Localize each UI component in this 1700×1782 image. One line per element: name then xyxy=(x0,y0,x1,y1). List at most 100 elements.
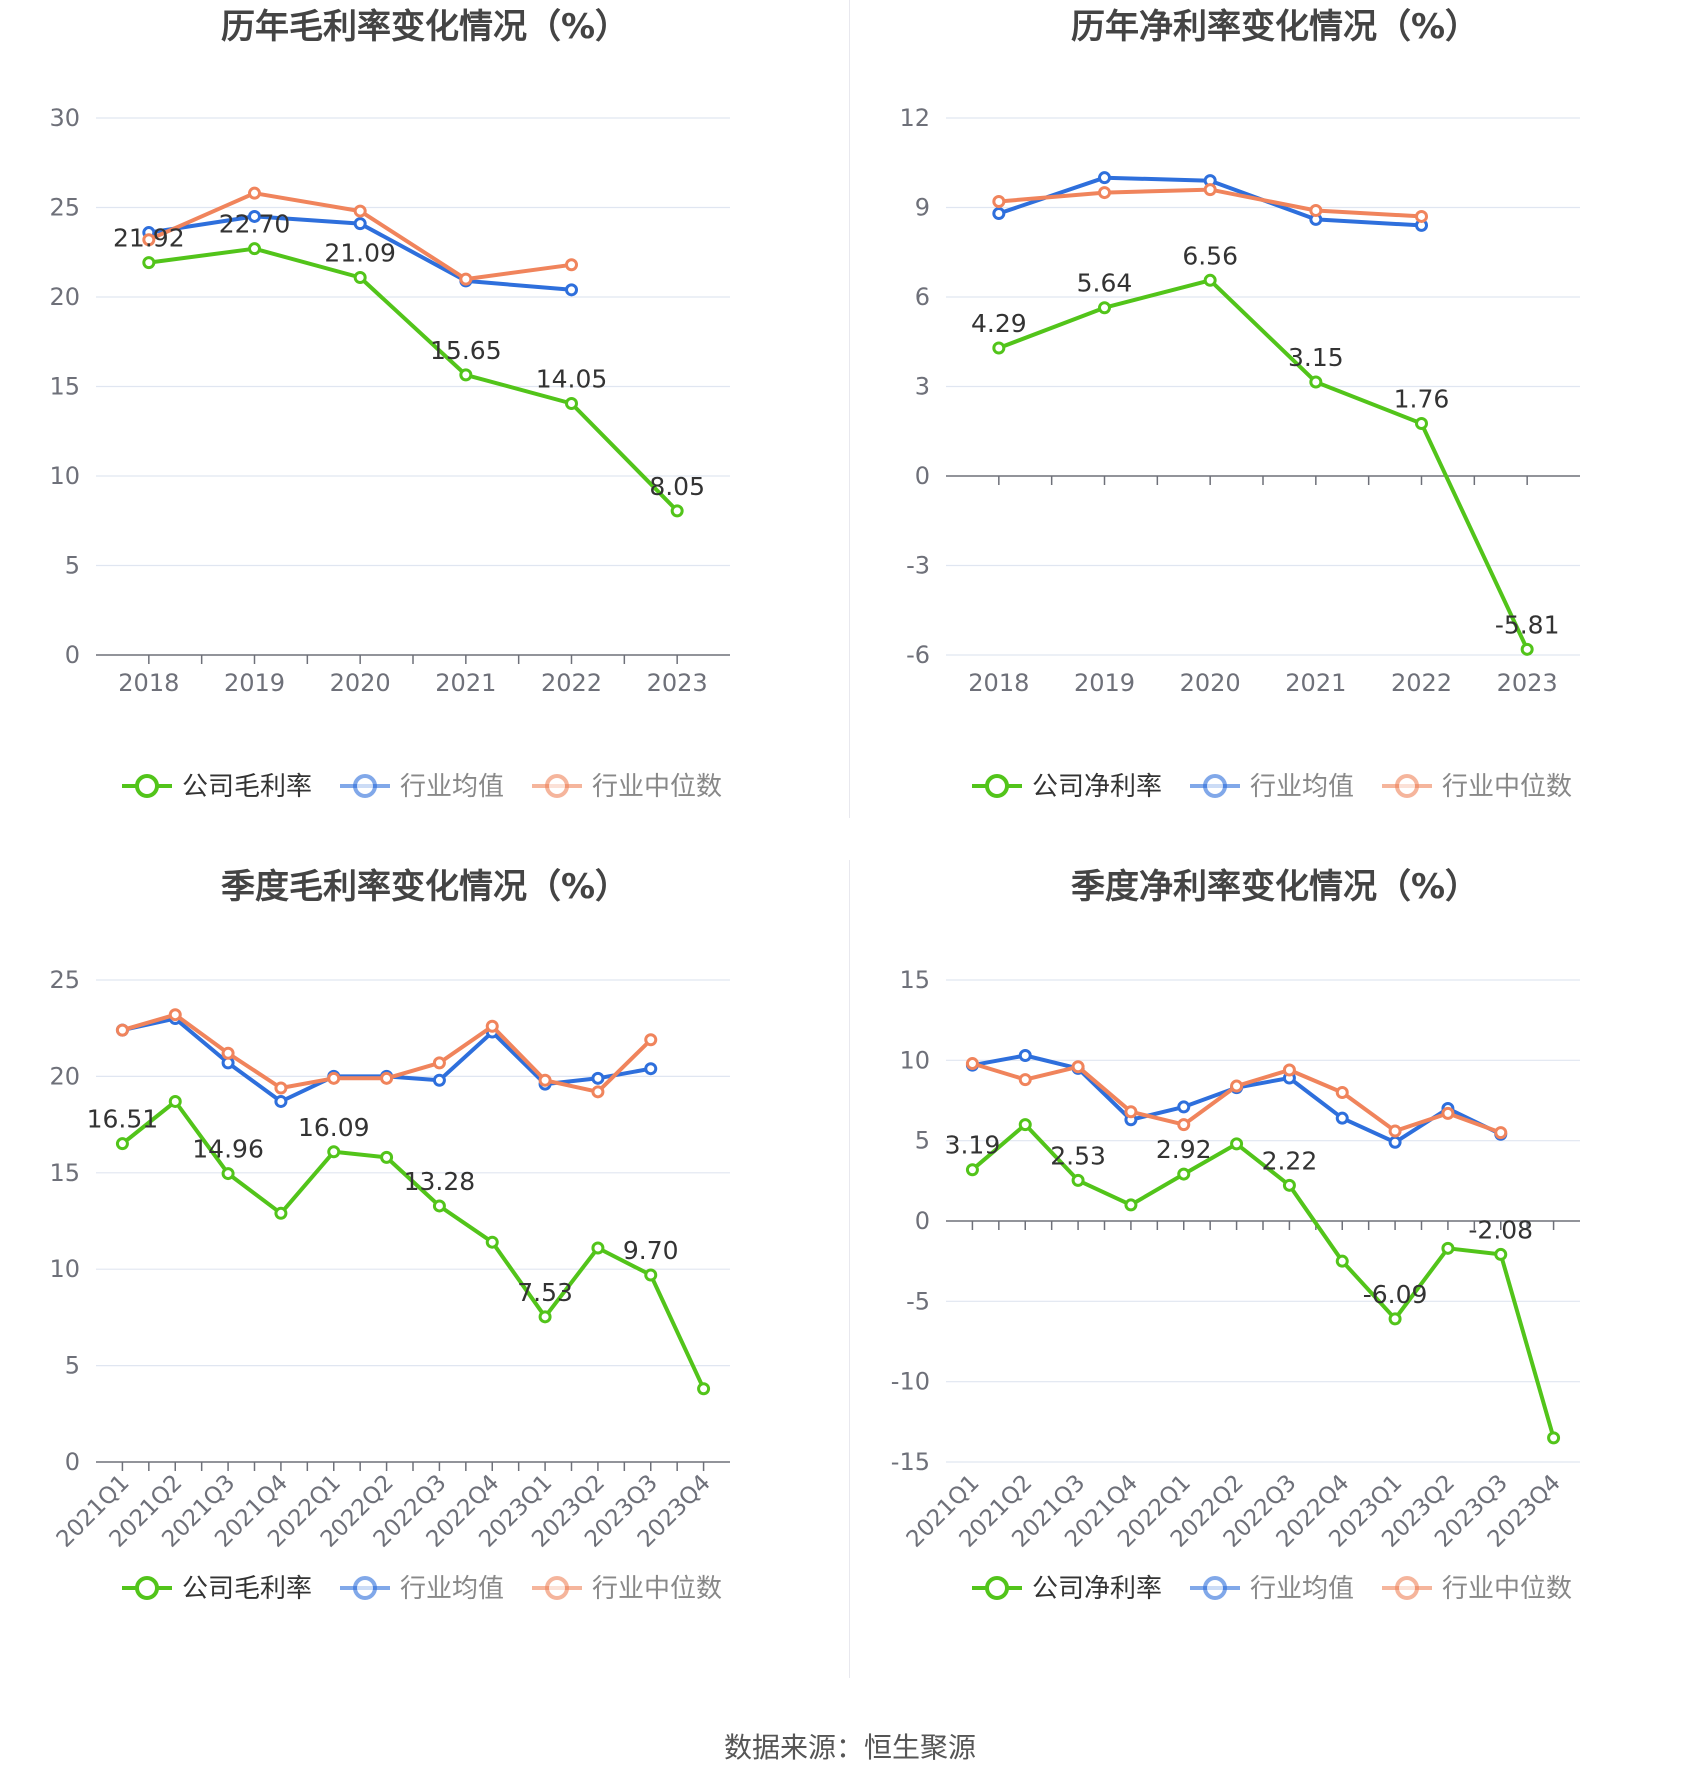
legend-swatch-marker xyxy=(1203,1576,1227,1600)
chart-title: 历年净利率变化情况（%） xyxy=(1071,7,1479,47)
data-label: 2.53 xyxy=(1050,1141,1106,1170)
series-point-2 xyxy=(1388,1124,1402,1138)
chart-panel-quarterly-gross-margin: 季度毛利率变化情况（%） 0 5 10 15 20 25 2021Q1 2021Q2 2021Q3… xyxy=(0,860,850,1720)
series-point-0 xyxy=(1230,1137,1244,1151)
data-label: 21.92 xyxy=(113,224,185,253)
legend-item: 行业均值 xyxy=(340,1574,504,1604)
legend-item: 行业均值 xyxy=(1190,1574,1354,1604)
data-source-note: 数据来源：恒生聚源 xyxy=(723,1731,976,1764)
series-point-2 xyxy=(1441,1106,1455,1120)
series-point-0 xyxy=(327,1145,341,1159)
series-point-0 xyxy=(248,242,261,256)
series-point-2 xyxy=(432,1056,446,1070)
legend-item: 行业中位数 xyxy=(532,772,722,802)
legend-item: 公司毛利率 xyxy=(122,772,312,802)
series-point-0 xyxy=(565,397,578,411)
data-label: -6.09 xyxy=(1363,1280,1428,1309)
y-tick-label: 20 xyxy=(49,283,80,311)
y-tick-label: 5 xyxy=(65,552,80,580)
series-point-0 xyxy=(1177,1167,1191,1181)
x-tick-label: 2023 xyxy=(647,669,708,697)
legend-label: 行业中位数 xyxy=(592,1574,722,1604)
series-point-0 xyxy=(115,1137,129,1151)
y-tick-label: 25 xyxy=(49,966,80,994)
series-point-0 xyxy=(1124,1198,1138,1212)
y-tick-label: 6 xyxy=(915,283,930,311)
series-point-2 xyxy=(565,258,578,272)
data-label: 6.56 xyxy=(1182,241,1238,270)
y-tick-label: 10 xyxy=(49,1255,80,1283)
series-point-2 xyxy=(115,1023,129,1037)
y-tick-label: 5 xyxy=(915,1127,930,1155)
chart-title: 季度净利率变化情况（%） xyxy=(1071,867,1479,907)
y-tick-label: 3 xyxy=(915,373,930,401)
series-point-0 xyxy=(1520,642,1534,656)
legend-item: 行业均值 xyxy=(1190,772,1354,802)
series-point-2 xyxy=(221,1046,235,1060)
series-line-2 xyxy=(971,1061,1502,1135)
series-point-0 xyxy=(1388,1312,1402,1326)
legend-label: 公司净利率 xyxy=(1032,772,1162,802)
y-tick-label: -10 xyxy=(891,1368,930,1396)
chart-panel-annual-net-margin: 历年净利率变化情况（%） -6 -3 0 3 6 9 12 2018 2019 2020 2021 20… xyxy=(850,0,1700,860)
legend-label: 行业中位数 xyxy=(1442,1574,1572,1604)
series-point-0 xyxy=(142,256,156,270)
series-point-0 xyxy=(459,368,473,382)
series-point-0 xyxy=(485,1235,499,1249)
series-point-2 xyxy=(274,1081,288,1095)
legend-swatch-marker xyxy=(1395,774,1419,798)
y-tick-label: 0 xyxy=(65,1448,80,1476)
data-label: 4.29 xyxy=(971,309,1027,338)
series-point-0 xyxy=(1018,1118,1032,1132)
x-tick-label: 2019 xyxy=(224,669,285,697)
legend-label: 公司毛利率 xyxy=(182,772,312,802)
y-tick-label: -3 xyxy=(906,552,930,580)
data-label: 21.09 xyxy=(324,238,396,267)
legend-item: 行业中位数 xyxy=(1382,1574,1572,1604)
series-point-1 xyxy=(274,1094,288,1108)
series-point-0 xyxy=(1547,1431,1561,1445)
data-label: -2.08 xyxy=(1468,1215,1533,1244)
series-point-2 xyxy=(1098,186,1111,200)
chart-panel-quarterly-net-margin: 季度净利率变化情况（%） -15 -10 -5 0 5 10 15 2021Q1 2021Q2 20… xyxy=(850,860,1700,1720)
series-point-2 xyxy=(380,1071,394,1085)
data-label: 14.05 xyxy=(536,365,608,394)
legend-item: 公司净利率 xyxy=(972,772,1162,802)
x-tick-label: 2022 xyxy=(1391,669,1452,697)
annual-gross-margin-chart: 历年毛利率变化情况（%） 0 5 10 15 20 25 30 2018 2019 2020 2021… xyxy=(49,7,730,802)
data-label: 15.65 xyxy=(430,336,502,365)
y-tick-label: 10 xyxy=(899,1046,930,1074)
data-label: 3.15 xyxy=(1288,343,1344,372)
series-point-2 xyxy=(644,1033,658,1047)
data-label: 1.76 xyxy=(1394,384,1450,413)
series-point-0 xyxy=(965,1163,979,1177)
annual-net-margin-chart: 历年净利率变化情况（%） -6 -3 0 3 6 9 12 2018 2019 2020 2021 20… xyxy=(899,7,1580,802)
legend-swatch-marker xyxy=(135,1576,159,1600)
series-point-2 xyxy=(538,1073,552,1087)
series-point-2 xyxy=(1071,1060,1085,1074)
legend-swatch-marker xyxy=(545,1576,569,1600)
chart-panel-annual-gross-margin: 历年毛利率变化情况（%） 0 5 10 15 20 25 30 2018 2019 2020 2021… xyxy=(0,0,850,860)
series-point-2 xyxy=(1282,1063,1296,1077)
series-point-0 xyxy=(1335,1254,1349,1268)
series-point-0 xyxy=(221,1167,235,1181)
legend-swatch-marker xyxy=(545,774,569,798)
data-label: 7.53 xyxy=(517,1278,573,1307)
series-point-1 xyxy=(248,209,261,223)
data-label: 8.05 xyxy=(649,472,705,501)
series-point-0 xyxy=(1309,375,1323,389)
legend-swatch-marker xyxy=(985,1576,1009,1600)
vertical-divider-top xyxy=(849,0,850,818)
series-point-0 xyxy=(992,341,1006,355)
data-label: 2.22 xyxy=(1262,1146,1318,1175)
series-point-1 xyxy=(591,1071,605,1085)
series-point-0 xyxy=(1098,301,1111,315)
legend-swatch-marker xyxy=(1395,1576,1419,1600)
x-tick-label: 2023 xyxy=(1497,669,1558,697)
series-point-2 xyxy=(1124,1105,1138,1119)
series-line-1 xyxy=(121,1016,652,1104)
series-point-0 xyxy=(1494,1247,1508,1261)
y-tick-label: 15 xyxy=(899,966,930,994)
series-point-0 xyxy=(274,1206,288,1220)
series-point-2 xyxy=(1018,1073,1032,1087)
